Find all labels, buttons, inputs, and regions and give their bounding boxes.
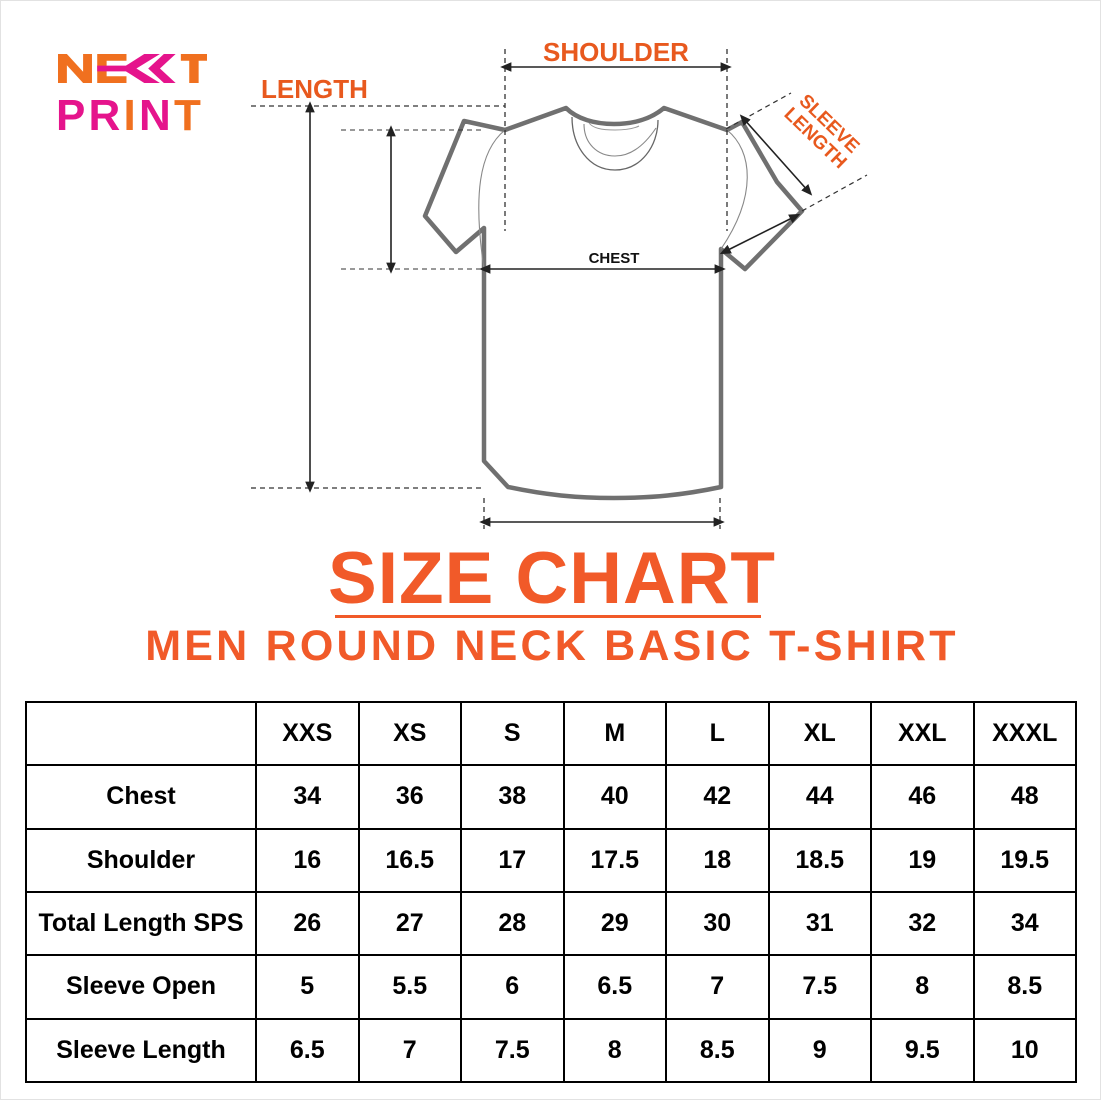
svg-text:SHOULDER: SHOULDER [543, 37, 689, 67]
svg-text:CHEST: CHEST [589, 250, 640, 267]
svg-text:LENGTH: LENGTH [261, 74, 368, 104]
